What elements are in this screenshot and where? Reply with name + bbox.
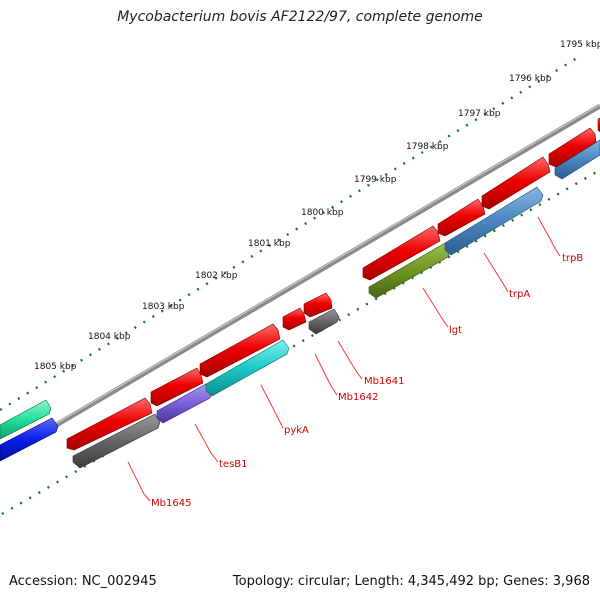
gene-label-mb1645[interactable]: Mb1645 (151, 498, 191, 509)
kbp-label-1802: 1802 kbp (195, 271, 238, 281)
ruler-ticks (0, 53, 583, 412)
gene-label-mb1642[interactable]: Mb1642 (338, 392, 378, 403)
gene-red-4[interactable] (282, 307, 307, 331)
inner-scale-ruler (1, 168, 600, 516)
forward-strand-genes (66, 117, 600, 451)
genome-backbone (0, 103, 600, 461)
gene-red-2[interactable] (150, 367, 204, 407)
kbp-label-1801: 1801 kbp (248, 239, 291, 249)
map-title: Mycobacterium bovis AF2122/97, complete … (117, 9, 483, 25)
gene-label-tesb1[interactable]: tesB1 (219, 459, 248, 470)
ruler-ticks-inner (1, 168, 600, 516)
gene-label-lgt[interactable]: lgt (449, 325, 462, 336)
gene-red-9[interactable] (548, 127, 597, 168)
gene-label-trpb[interactable]: trpB (562, 253, 583, 264)
reverse-strand-genes (72, 139, 600, 469)
gene-red-6[interactable] (362, 225, 441, 281)
gene-red-5[interactable] (303, 292, 333, 318)
leader-mb1642 (314, 353, 338, 396)
gene-red-7[interactable] (437, 198, 486, 237)
gene-seagreen-edge[interactable] (0, 399, 52, 440)
accession-text: Accession: NC_002945 (9, 574, 157, 589)
gene-label-leaders (127, 216, 561, 502)
kbp-label-1797: 1797 kbp (458, 109, 501, 119)
genome-stats-text: Topology: circular; Length: 4,345,492 bp… (232, 574, 590, 589)
gene-label-mb1641[interactable]: Mb1641 (364, 376, 404, 387)
kbp-label-1805: 1805 kbp (34, 362, 77, 372)
kbp-label-1799: 1799 kbp (354, 175, 397, 185)
gene-cyan-pyka[interactable] (205, 339, 290, 397)
kbp-label-1803: 1803 kbp (142, 302, 185, 312)
leader-pyka (260, 384, 284, 429)
leader-trpa (483, 252, 509, 293)
leader-lgt (422, 287, 449, 328)
gene-steel-trpa[interactable] (444, 186, 544, 256)
gene-red-3[interactable] (199, 323, 281, 378)
leader-tesb1 (194, 423, 219, 463)
gene-red-8[interactable] (481, 156, 551, 210)
leader-mb1641 (337, 340, 363, 380)
genome-backbone-highlight (0, 103, 600, 458)
gene-red-1[interactable] (66, 397, 153, 451)
kbp-label-1795: 1795 kbp (560, 40, 600, 50)
gene-labels: trpB trpA lgt Mb1641 Mb1642 pykA tesB1 M… (151, 253, 583, 509)
gene-label-trpa[interactable]: trpA (509, 289, 530, 300)
kbp-label-1798: 1798 kbp (406, 142, 449, 152)
kbp-label-1796: 1796 kbp (509, 74, 552, 84)
gene-grey-mb1642[interactable] (308, 308, 340, 335)
left-edge-genes (0, 399, 59, 462)
outer-scale-ruler (0, 53, 583, 412)
kbp-labels: 1795 kbp 1796 kbp 1797 kbp 1798 kbp 1799… (34, 40, 600, 372)
kbp-label-1804: 1804 kbp (88, 332, 131, 342)
gene-grey-mb1645[interactable] (72, 413, 161, 469)
gene-steel-trpb[interactable] (554, 139, 600, 180)
gene-label-pyka[interactable]: pykA (284, 425, 309, 436)
kbp-label-1800: 1800 kbp (301, 208, 344, 218)
gene-blue-edge[interactable] (0, 417, 59, 462)
leader-trpb (537, 216, 561, 257)
leader-mb1645 (127, 461, 151, 502)
